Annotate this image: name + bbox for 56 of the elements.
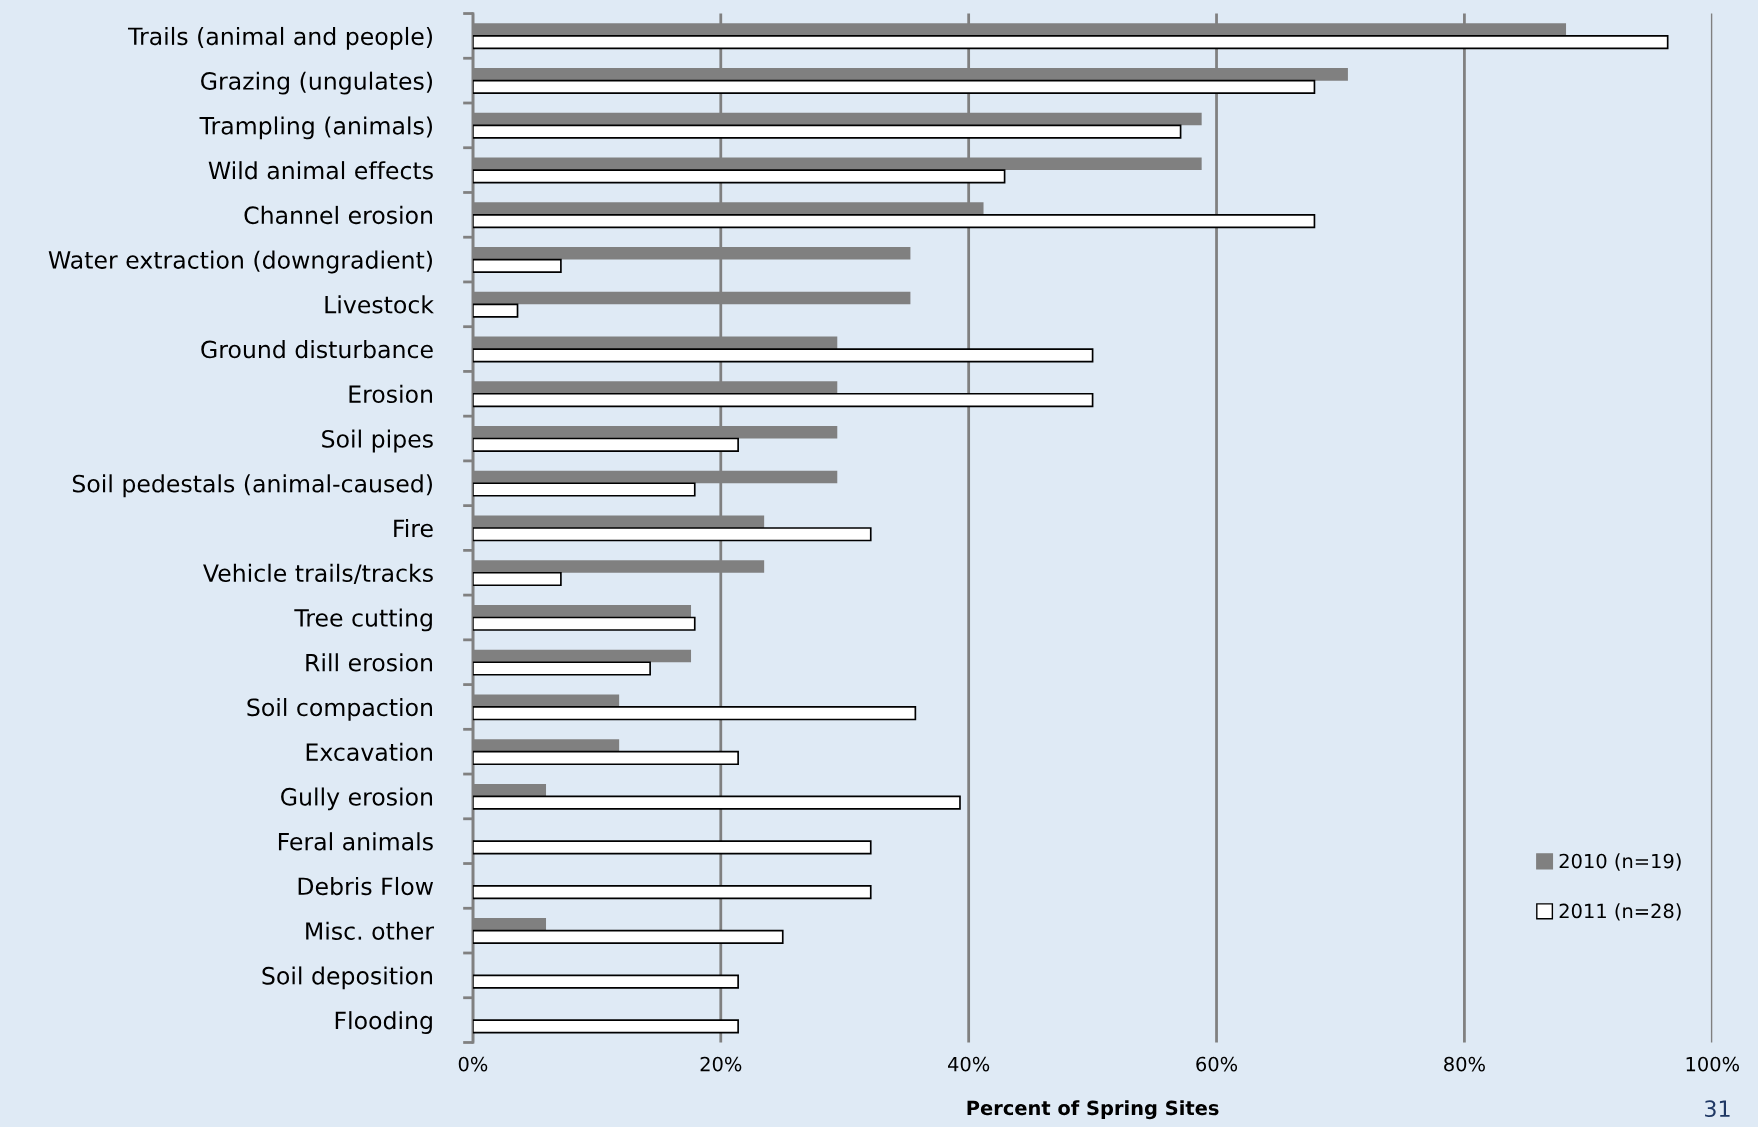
y-tick-label: Feral animals xyxy=(278,832,433,851)
bar xyxy=(472,661,651,676)
y-tick-label: Rill erosion xyxy=(306,653,433,672)
bar xyxy=(472,392,1094,408)
bar xyxy=(472,706,917,721)
y-tick-label: Misc. other xyxy=(306,921,435,940)
y-tick-label: Grazing (ungulates) xyxy=(201,71,432,95)
y-tick-label: Soil pedestals (animal-caused) xyxy=(72,474,432,498)
x-tick-label: 100% xyxy=(1686,1056,1740,1072)
x-tick-label: 20% xyxy=(700,1056,742,1072)
y-tick-label: Trampling (animals) xyxy=(199,116,432,140)
bar xyxy=(472,616,696,631)
bar xyxy=(472,929,784,944)
bar xyxy=(472,795,961,810)
bar xyxy=(472,750,739,766)
bar xyxy=(472,840,872,855)
y-tick-label: Soil deposition xyxy=(262,966,432,990)
y-tick-label: Flooding xyxy=(335,1011,432,1034)
y-tick-label: Excavation xyxy=(306,742,432,761)
bar xyxy=(472,214,1316,229)
bar xyxy=(472,437,739,452)
y-tick-label: Fire xyxy=(394,519,433,538)
bar xyxy=(472,35,1669,50)
y-tick-label: Channel erosion xyxy=(244,205,433,225)
bar xyxy=(472,124,1182,139)
y-tick-label: Livestock xyxy=(325,295,434,314)
text: 31 xyxy=(1705,1100,1730,1118)
y-tick-label: Soil pipes xyxy=(322,429,433,453)
y-tick-label: Debris Flow xyxy=(298,876,434,896)
y-tick-label: Vehicle trails/tracks xyxy=(203,563,433,584)
bar xyxy=(472,348,1094,363)
y-tick-label: Erosion xyxy=(349,384,433,404)
bar xyxy=(472,974,739,989)
bar xyxy=(472,527,872,542)
bar xyxy=(472,885,872,900)
y-tick-label: Wild animal effects xyxy=(208,161,433,180)
y-tick-label: Tree cutting xyxy=(294,608,432,632)
bar xyxy=(472,258,562,273)
y-tick-label: Ground disturbance xyxy=(201,340,433,359)
y-tick-label: Water extraction (downgradient) xyxy=(48,250,432,274)
bar xyxy=(472,482,696,497)
bar xyxy=(472,303,519,318)
x-tick-label: 80% xyxy=(1444,1056,1485,1072)
bar xyxy=(472,571,562,587)
x-axis-title: Percent of Spring Sites xyxy=(967,1100,1219,1120)
y-tick-label: Trails (animal and people) xyxy=(127,26,432,50)
legend-label: 2011 (n=28) xyxy=(1559,903,1681,921)
legend-label: 2010 (n=19) xyxy=(1559,853,1681,871)
x-tick-label: 0% xyxy=(458,1056,488,1072)
bar xyxy=(472,169,1006,184)
y-tick-label: Soil compaction xyxy=(247,697,433,721)
x-tick-label: 60% xyxy=(1196,1056,1238,1072)
y-tick-label: Gully erosion xyxy=(281,787,433,811)
bar xyxy=(472,1019,739,1034)
bar xyxy=(472,79,1316,94)
x-tick-label: 40% xyxy=(948,1056,990,1072)
